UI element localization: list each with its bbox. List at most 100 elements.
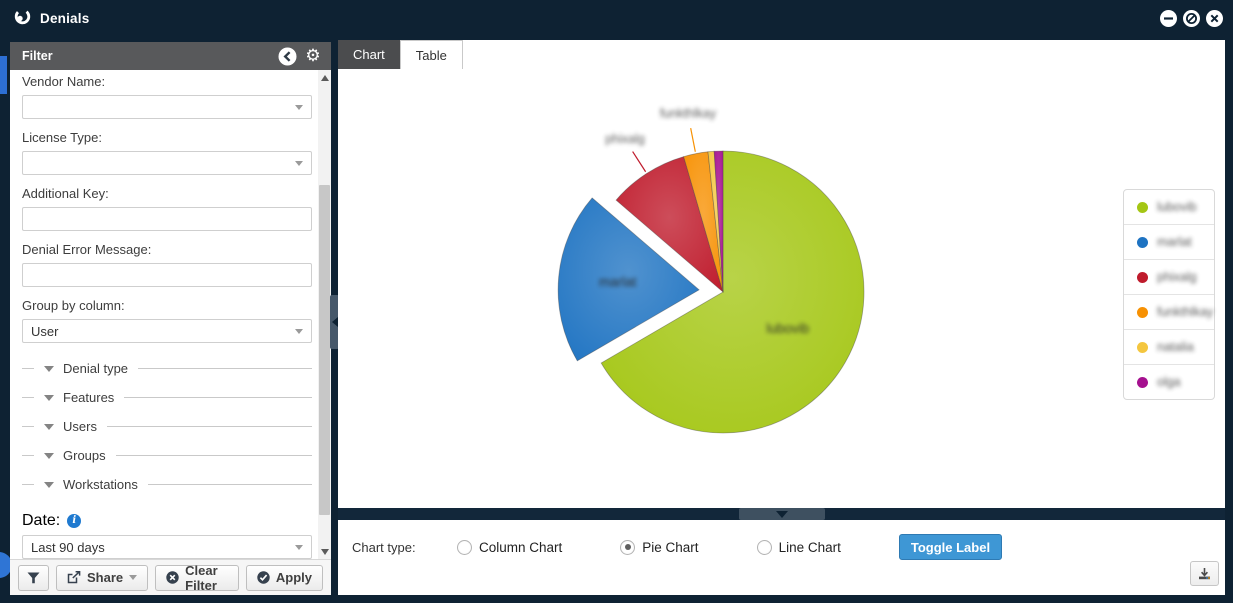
legend-label: phixalg xyxy=(1157,270,1197,284)
rule xyxy=(124,397,312,398)
chevron-down-icon xyxy=(44,394,54,401)
radio-column-chart[interactable]: Column Chart xyxy=(457,539,563,555)
tab-chart[interactable]: Chart xyxy=(338,40,400,69)
legend-item-phixalg[interactable]: phixalg xyxy=(1124,259,1214,294)
field-label-denial-error-message: Denial Error Message: xyxy=(22,242,152,257)
legend-dot xyxy=(1137,341,1148,353)
apply-button[interactable]: Apply xyxy=(245,564,323,591)
chevron-down-icon xyxy=(295,544,303,550)
dash xyxy=(22,484,34,485)
legend-dot xyxy=(1137,271,1148,283)
bottom-panel-collapse-handle[interactable] xyxy=(738,508,825,520)
legend-dot xyxy=(1137,201,1148,213)
radio-circle xyxy=(620,539,636,555)
legend-item-olga[interactable]: olga xyxy=(1124,364,1214,399)
chevron-down-icon xyxy=(295,160,303,166)
rule xyxy=(138,368,312,369)
radio-circle xyxy=(457,539,472,555)
slice-label-lubovib: lubovib xyxy=(766,321,809,336)
radio-label: Column Chart xyxy=(479,539,563,555)
pie-slice-marlat[interactable] xyxy=(557,197,700,362)
accordion-groups[interactable]: Groups xyxy=(22,441,312,470)
legend-item-lubovib[interactable]: lubovib xyxy=(1124,190,1214,224)
callout-line-phixalg xyxy=(632,151,647,173)
radio-circle xyxy=(756,539,772,555)
sidebar-scrollbar xyxy=(318,70,331,559)
select-license-type[interactable] xyxy=(22,151,312,175)
radio-line-chart[interactable]: Line Chart xyxy=(756,539,841,555)
legend-item-marlat[interactable]: marlat xyxy=(1124,224,1214,259)
background-page-strip xyxy=(0,56,7,94)
download-icon xyxy=(1199,567,1210,579)
accordion-workstations[interactable]: Workstations xyxy=(22,470,312,499)
pie-slice-phixalg[interactable] xyxy=(615,156,724,294)
pie-slice-funkthlkay[interactable] xyxy=(683,151,724,293)
download-chart-button[interactable] xyxy=(1190,561,1219,586)
field-label-vendor-name: Vendor Name: xyxy=(22,74,106,89)
filter-header: Filter ⚙ xyxy=(10,42,331,70)
sidebar-collapse-handle[interactable] xyxy=(330,295,339,349)
scrollbar-up-arrow[interactable] xyxy=(318,70,331,85)
legend-item-natalia[interactable]: natalia xyxy=(1124,329,1214,364)
collapse-left-icon[interactable] xyxy=(277,46,297,66)
clear-circle-x-icon xyxy=(166,571,179,584)
chevron-down-icon xyxy=(44,423,54,430)
background-page-circle xyxy=(0,552,12,578)
select-value: User xyxy=(31,323,59,339)
share-icon xyxy=(67,571,81,584)
close-button[interactable] xyxy=(1206,10,1223,27)
chart-legend: lubovib marlat phixalg funkthlkay natalia olg… xyxy=(1123,189,1215,400)
input-additional-key[interactable] xyxy=(22,207,312,231)
slice-label-marlat: marlat xyxy=(599,274,637,289)
legend-label: olga xyxy=(1157,375,1181,389)
rule xyxy=(115,455,312,456)
legend-dot xyxy=(1137,306,1148,318)
accordion-label: Users xyxy=(63,419,97,434)
chevron-left-icon xyxy=(331,317,338,327)
callout-line-funkthlkay xyxy=(690,128,696,152)
window-controls xyxy=(1160,10,1223,27)
select-date-range[interactable]: Last 90 days xyxy=(22,535,312,559)
info-icon[interactable]: i xyxy=(67,513,82,528)
accordion-label: Groups xyxy=(63,448,106,463)
accordion-features[interactable]: Features xyxy=(22,383,312,412)
settings-gear-icon[interactable]: ⚙ xyxy=(305,45,321,66)
date-row: Date: i xyxy=(22,512,312,529)
restore-button[interactable] xyxy=(1183,10,1200,27)
share-button[interactable]: Share xyxy=(56,564,149,591)
main-panel: Chart Table lubovib marlat phixalg funkthlka… xyxy=(338,40,1225,595)
toggle-label-button[interactable]: Toggle Label xyxy=(898,534,1003,560)
tab-table[interactable]: Table xyxy=(399,40,463,69)
tab-bar: Chart Table xyxy=(338,40,1225,69)
share-label: Share xyxy=(87,570,124,585)
filter-funnel-button[interactable] xyxy=(18,564,49,591)
radio-pie-chart[interactable]: Pie Chart xyxy=(620,539,699,555)
scrollbar-down-arrow[interactable] xyxy=(318,544,331,559)
select-vendor-name[interactable] xyxy=(22,95,312,119)
scrollbar-track[interactable] xyxy=(318,85,331,544)
clear-filter-label: Clear Filter xyxy=(185,562,218,593)
pie-slice-olga[interactable] xyxy=(713,150,724,293)
field-label-additional-key: Additional Key: xyxy=(22,186,109,201)
accordion-users[interactable]: Users xyxy=(22,412,312,441)
legend-item-funkthlkay[interactable]: funkthlkay xyxy=(1124,294,1214,329)
pie-slice-natalia[interactable] xyxy=(707,150,724,293)
chart-area: lubovib marlat phixalg funkthlkay lubovib ma… xyxy=(338,69,1225,508)
dash xyxy=(22,397,34,398)
dash xyxy=(22,455,34,456)
chevron-down-icon xyxy=(44,452,54,459)
input-denial-error-message[interactable] xyxy=(22,263,312,287)
chevron-down-icon xyxy=(295,104,303,110)
chart-bottombar-divider xyxy=(338,508,1225,520)
callout-label-phixalg: phixalg xyxy=(605,132,645,146)
pie-slice-lubovib[interactable] xyxy=(600,150,865,434)
chart-controls-bar: Chart type: Column Chart Pie Chart Line Ch… xyxy=(338,520,1225,595)
scrollbar-thumb[interactable] xyxy=(319,185,330,515)
select-group-by-column[interactable]: User xyxy=(22,319,312,343)
filter-footer: Share Clear Filter Apply xyxy=(10,559,331,595)
clear-filter-button[interactable]: Clear Filter xyxy=(155,562,239,593)
minimize-button[interactable] xyxy=(1160,10,1177,27)
accordion-denial-type[interactable]: Denial type xyxy=(22,354,312,383)
legend-label: natalia xyxy=(1157,340,1194,354)
